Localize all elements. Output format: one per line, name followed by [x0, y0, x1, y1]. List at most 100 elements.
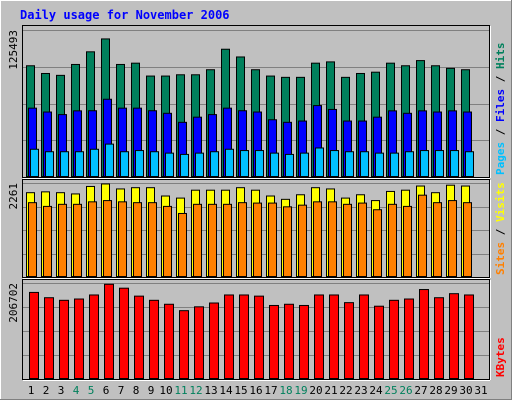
- bar-sites-day-3: [58, 203, 67, 278]
- legend-separator: /: [494, 69, 507, 89]
- x-label-day-11: 11: [174, 384, 187, 397]
- x-label-day-5: 5: [88, 384, 95, 397]
- x-label-day-28: 28: [429, 384, 442, 397]
- bar-kbytes-day-28: [434, 297, 444, 380]
- bar-pages-day-14: [225, 148, 234, 178]
- bar-pages-day-5: [90, 148, 99, 178]
- bar-sites-day-6: [103, 200, 112, 277]
- x-label-day-17: 17: [264, 384, 277, 397]
- bar-sites-day-10: [163, 205, 172, 277]
- bar-kbytes-day-18: [284, 303, 294, 380]
- bar-kbytes-day-9: [149, 299, 159, 379]
- bar-sites-day-8: [133, 202, 142, 278]
- bar-sites-day-22: [343, 203, 352, 278]
- bar-kbytes-day-5: [89, 294, 99, 379]
- bar-pages-day-29: [450, 150, 459, 177]
- bar-pages-day-21: [330, 150, 339, 177]
- bar-kbytes-day-10: [164, 303, 174, 380]
- legend-item-pages: Pages: [494, 142, 507, 175]
- bar-pages-day-24: [375, 152, 384, 178]
- bar-pages-day-8: [135, 150, 144, 177]
- bar-sites-day-26: [403, 205, 412, 277]
- x-label-day-31: 31: [474, 384, 487, 397]
- legend-item-files: Files: [494, 89, 507, 122]
- x-label-day-14: 14: [219, 384, 233, 397]
- x-label-day-26: 26: [399, 384, 412, 397]
- bar-sites-day-27: [418, 194, 427, 277]
- bar-sites-day-23: [358, 202, 367, 277]
- bar-sites-day-4: [73, 203, 82, 278]
- bar-sites-day-21: [328, 201, 337, 277]
- bar-kbytes-day-24: [374, 305, 384, 379]
- bar-pages-day-1: [30, 148, 39, 178]
- x-label-day-13: 13: [204, 384, 217, 397]
- bar-sites-day-11: [178, 212, 187, 278]
- legends: Pages / Files / Hits Sites / Visits KBytes: [494, 43, 507, 378]
- x-label-day-25: 25: [384, 384, 397, 397]
- bar-pages-day-19: [300, 152, 309, 178]
- bar-sites-day-20: [313, 201, 322, 277]
- bar-kbytes-day-6: [104, 283, 114, 379]
- y-max-label-kbytes: 206702: [7, 283, 20, 323]
- bar-pages-day-15: [240, 150, 249, 177]
- x-label-day-4: 4: [73, 384, 80, 397]
- legend-separator: /: [494, 122, 507, 142]
- bar-pages-day-23: [360, 151, 369, 178]
- legend-item-visits: Visits: [494, 182, 507, 222]
- x-label-day-1: 1: [28, 384, 35, 397]
- bar-pages-day-18: [285, 153, 294, 177]
- chart-title: Daily usage for November 2006: [20, 8, 230, 22]
- bar-sites-day-7: [118, 201, 127, 277]
- bar-kbytes-day-23: [359, 294, 369, 379]
- bar-kbytes-day-25: [389, 299, 399, 379]
- bar-sites-day-13: [208, 203, 217, 278]
- x-label-day-2: 2: [43, 384, 50, 397]
- bar-kbytes-day-8: [134, 295, 144, 379]
- bar-kbytes-day-7: [119, 287, 129, 379]
- y-max-label-visits: 2261: [7, 183, 20, 210]
- bar-kbytes-day-22: [344, 302, 354, 379]
- bar-kbytes-day-19: [299, 304, 309, 379]
- bar-kbytes-day-30: [464, 294, 474, 379]
- bar-kbytes-day-2: [44, 297, 54, 380]
- x-label-day-27: 27: [414, 384, 427, 397]
- bar-pages-day-20: [315, 147, 324, 177]
- bar-pages-day-27: [420, 150, 429, 177]
- bar-sites-day-2: [43, 205, 52, 277]
- x-label-day-9: 9: [148, 384, 155, 397]
- bars: [26, 38, 474, 380]
- x-label-day-19: 19: [294, 384, 307, 397]
- bar-sites-day-5: [88, 201, 97, 277]
- x-label-day-29: 29: [444, 384, 457, 397]
- x-label-day-30: 30: [459, 384, 472, 397]
- bar-sites-day-19: [298, 204, 307, 277]
- bar-kbytes-day-29: [449, 293, 459, 379]
- bar-kbytes-day-11: [179, 310, 189, 379]
- bar-kbytes-day-27: [419, 289, 429, 379]
- bar-kbytes-day-15: [239, 294, 249, 379]
- bar-pages-day-26: [405, 151, 414, 178]
- bar-pages-day-25: [390, 152, 399, 178]
- legend-kbytes: KBytes: [494, 337, 507, 377]
- panel-hits-files-pages: [22, 25, 491, 179]
- bar-pages-day-30: [465, 151, 474, 178]
- bar-pages-day-7: [120, 151, 129, 178]
- bar-sites-day-18: [283, 206, 292, 277]
- x-label-day-20: 20: [309, 384, 322, 397]
- bar-kbytes-day-14: [224, 294, 234, 379]
- bar-kbytes-day-20: [314, 294, 324, 379]
- bar-sites-day-29: [448, 200, 457, 277]
- bar-pages-day-9: [150, 151, 159, 178]
- bar-kbytes-day-3: [59, 299, 69, 379]
- bar-sites-day-9: [148, 202, 157, 278]
- bar-sites-day-12: [193, 203, 202, 278]
- y-max-label-hits: 125493: [7, 30, 20, 70]
- legend-visits-sites: Sites / Visits: [494, 182, 507, 275]
- bar-pages-day-16: [255, 150, 264, 177]
- x-label-day-12: 12: [189, 384, 202, 397]
- bar-pages-day-11: [180, 153, 189, 177]
- x-axis-day-labels: 1 2 3 4 5 6 7 8 9 10 11 12 13 14 15 16 17 18 19 20 21 22 23 24 2…: [28, 384, 488, 397]
- bar-sites-day-14: [223, 203, 232, 278]
- panel-kbytes: [22, 279, 491, 381]
